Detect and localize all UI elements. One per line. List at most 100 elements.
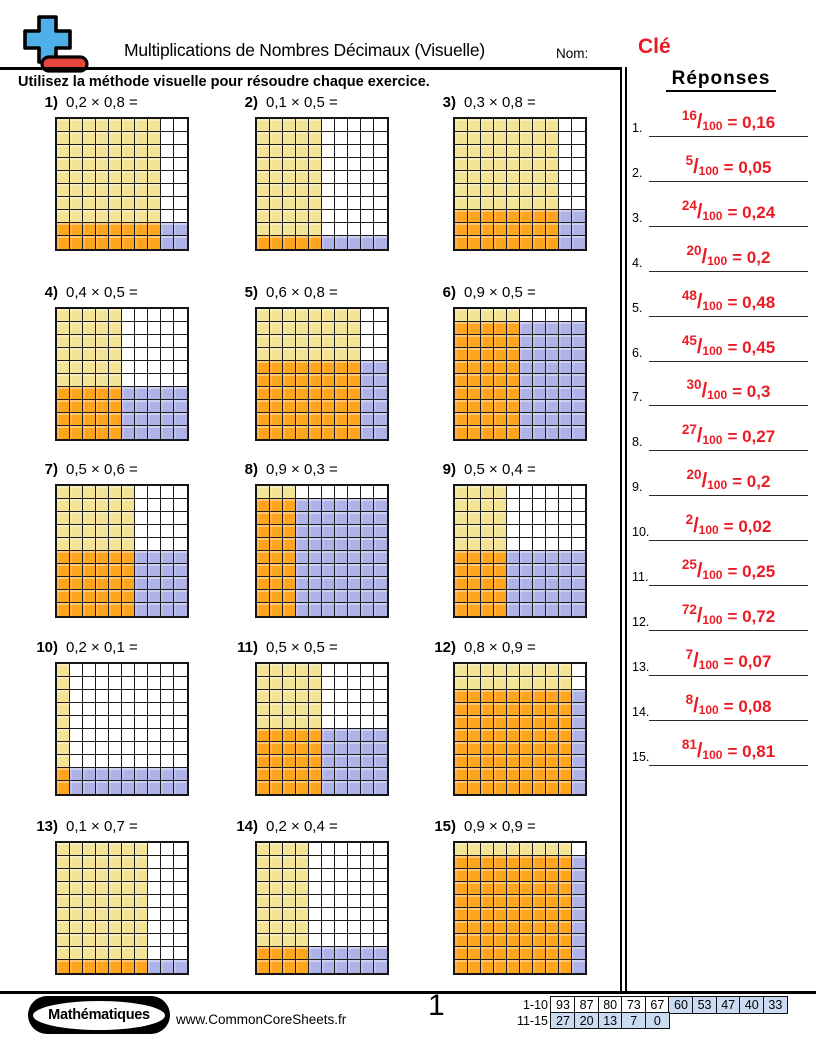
grid-cell	[309, 335, 322, 348]
grid-cell	[494, 590, 507, 603]
grid-cell	[348, 413, 361, 426]
answer-decimal-result: = 0,2	[732, 472, 771, 491]
grid-cell	[148, 525, 161, 538]
grid-cell	[148, 538, 161, 551]
grid-cell	[57, 171, 70, 184]
answer-item-14: 14. 8/100 = 0,08	[630, 677, 812, 721]
grid-cell	[520, 934, 533, 947]
grid-cell	[468, 934, 481, 947]
grid-cell	[96, 729, 109, 742]
grid-cell	[296, 426, 309, 439]
grid-cell	[468, 387, 481, 400]
problem-4: 4) 0,4 × 0,5 =	[28, 283, 228, 441]
grid-cell	[533, 934, 546, 947]
fraction-denominator: 100	[702, 299, 723, 313]
grid-cell	[283, 400, 296, 413]
grid-cell	[374, 921, 387, 934]
grid-cell	[507, 400, 520, 413]
grid-cell	[257, 768, 270, 781]
grid-cell	[296, 223, 309, 236]
grid-cell	[296, 374, 309, 387]
grid-cell	[70, 603, 83, 616]
grid-cell	[481, 551, 494, 564]
grid-cell	[122, 145, 135, 158]
fraction-numerator: 25	[681, 557, 697, 572]
answer-item-5: 5. 48/100 = 0,48	[630, 273, 812, 317]
grid-cell	[520, 768, 533, 781]
problem-number: 12)	[434, 639, 456, 656]
answer-item-2: 2. 5/100 = 0,05	[630, 138, 812, 182]
grid-cell	[309, 486, 322, 499]
grid-cell	[57, 551, 70, 564]
grid-cell	[322, 119, 335, 132]
grid-cell	[572, 960, 585, 973]
grid-cell	[559, 400, 572, 413]
grid-cell	[322, 921, 335, 934]
grid-cell	[335, 551, 348, 564]
grid-cell	[348, 895, 361, 908]
grid-cell	[257, 677, 270, 690]
fraction-denominator: 100	[698, 164, 719, 178]
score-cell: 87	[574, 996, 600, 1014]
answer-number: 12.	[632, 615, 650, 629]
grid-cell	[161, 184, 174, 197]
grid-cell	[257, 664, 270, 677]
answer-decimal-result: = 0,25	[727, 562, 776, 581]
grid-cell	[96, 603, 109, 616]
grid-cell	[533, 132, 546, 145]
grid-cell	[296, 335, 309, 348]
grid-cell	[494, 960, 507, 973]
grid-cell	[507, 426, 520, 439]
fraction-slash-icon: /	[696, 291, 703, 313]
grid-cell	[546, 947, 559, 960]
grid-cell	[559, 486, 572, 499]
grid-cell	[174, 184, 187, 197]
grid-cell	[270, 223, 283, 236]
grid-cell	[481, 374, 494, 387]
grid-cell	[468, 512, 481, 525]
answer-fraction: 7/100 = 0,07	[649, 647, 808, 673]
grid-cell	[559, 716, 572, 729]
grid-cell	[494, 882, 507, 895]
score-cell: 7	[621, 1011, 647, 1030]
grid-cell	[122, 538, 135, 551]
grid-cell	[135, 348, 148, 361]
grid-cell	[572, 348, 585, 361]
grid-cell	[83, 603, 96, 616]
grid-cell	[374, 895, 387, 908]
grid-cell	[507, 361, 520, 374]
grid-cell	[374, 374, 387, 387]
grid-cell	[96, 322, 109, 335]
grid-cell	[481, 132, 494, 145]
grid-cell	[270, 908, 283, 921]
grid-cell	[283, 908, 296, 921]
grid-cell	[481, 413, 494, 426]
grid-cell	[361, 551, 374, 564]
grid-cell	[468, 716, 481, 729]
grid-cell	[546, 590, 559, 603]
grid-cell	[122, 525, 135, 538]
grid-cell	[161, 590, 174, 603]
grid-cell	[507, 525, 520, 538]
grid-cell	[572, 309, 585, 322]
grid-cell	[296, 322, 309, 335]
grid-cell	[494, 512, 507, 525]
grid-cell	[135, 512, 148, 525]
fraction-denominator: 100	[702, 433, 723, 447]
grid-cell	[296, 677, 309, 690]
grid-cell	[374, 426, 387, 439]
grid-cell	[270, 934, 283, 947]
answer-fraction: 20/100 = 0,2	[649, 243, 808, 269]
grid-cell	[109, 755, 122, 768]
grid-cell	[520, 184, 533, 197]
grid-cell	[374, 197, 387, 210]
grid-cell	[507, 197, 520, 210]
answer-number: 15.	[632, 750, 650, 764]
grid-cell	[374, 145, 387, 158]
grid-cell	[361, 361, 374, 374]
grid-cell	[122, 223, 135, 236]
grid-cell	[572, 908, 585, 921]
grid-cell	[174, 960, 187, 973]
grid-cell	[546, 512, 559, 525]
grid-cell	[309, 882, 322, 895]
